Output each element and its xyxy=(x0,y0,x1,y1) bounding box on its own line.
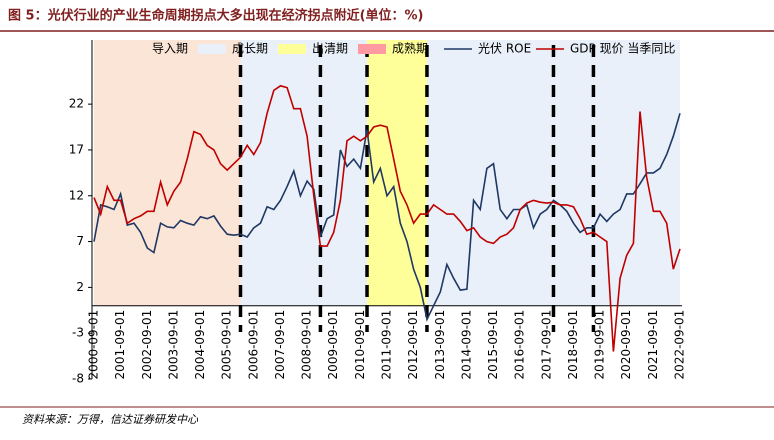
x-tick-label: 2018-09-01 xyxy=(566,310,580,380)
source: 资料来源：万得，信达证券研发中心 xyxy=(22,413,199,426)
chart-title: 图 5：光伏行业的产业生命周期拐点大多出现在经济拐点附近(单位：%) xyxy=(8,8,423,24)
legend-label: 光伏 ROE xyxy=(478,42,531,56)
x-tick-label: 2015-09-01 xyxy=(486,310,500,380)
x-tick-label: 2014-09-01 xyxy=(459,310,473,380)
legend-swatch xyxy=(358,44,386,54)
y-tick-label: 2 xyxy=(76,280,84,294)
series-line xyxy=(93,84,681,352)
x-tick-label: 2005-09-01 xyxy=(220,310,234,380)
legend-swatch xyxy=(118,44,146,54)
x-tick-label: 2019-09-01 xyxy=(593,310,607,380)
x-tick-label: 2007-09-01 xyxy=(273,310,287,380)
legend-label: 出清期 xyxy=(312,42,348,56)
legend-label: GDP 现价 当季同比 xyxy=(570,42,675,56)
x-tick-label: 2000-09-01 xyxy=(87,310,101,380)
series-line xyxy=(93,113,681,322)
period-band xyxy=(94,40,241,306)
x-tick-label: 2020-09-01 xyxy=(619,310,633,380)
x-tick-label: 2008-09-01 xyxy=(300,310,314,380)
x-tick-label: 2010-09-01 xyxy=(353,310,367,380)
y-tick-label: 7 xyxy=(76,234,84,248)
y-tick-label: -3 xyxy=(72,326,84,340)
legend-swatch xyxy=(198,44,226,54)
x-tick-label: 2012-09-01 xyxy=(406,310,420,380)
x-tick-label: 2001-09-01 xyxy=(113,310,127,380)
legend-label: 成长期 xyxy=(232,42,268,56)
period-band xyxy=(240,40,368,306)
x-tick-label: 2021-09-01 xyxy=(646,310,660,380)
x-tick-label: 2011-09-01 xyxy=(380,310,394,380)
x-tick-label: 2016-09-01 xyxy=(513,310,527,380)
x-tick-label: 2006-09-01 xyxy=(246,310,260,380)
legend-label: 导入期 xyxy=(152,42,188,56)
x-tick-label: 2017-09-01 xyxy=(539,310,553,380)
x-tick-label: 2004-09-01 xyxy=(193,310,207,380)
x-tick-label: 2013-09-01 xyxy=(433,310,447,380)
y-tick-label: 22 xyxy=(69,97,84,111)
x-tick-label: 2003-09-01 xyxy=(166,310,180,380)
legend-label: 成熟期 xyxy=(392,41,428,56)
legend-swatch xyxy=(278,44,306,54)
y-tick-label: 17 xyxy=(69,142,84,156)
y-tick-label: 12 xyxy=(69,188,84,202)
x-tick-label: 2009-09-01 xyxy=(326,310,340,380)
x-tick-label: 2002-09-01 xyxy=(140,310,154,380)
y-tick-label: -8 xyxy=(72,372,84,386)
x-tick-label: 2022-09-01 xyxy=(673,310,687,380)
